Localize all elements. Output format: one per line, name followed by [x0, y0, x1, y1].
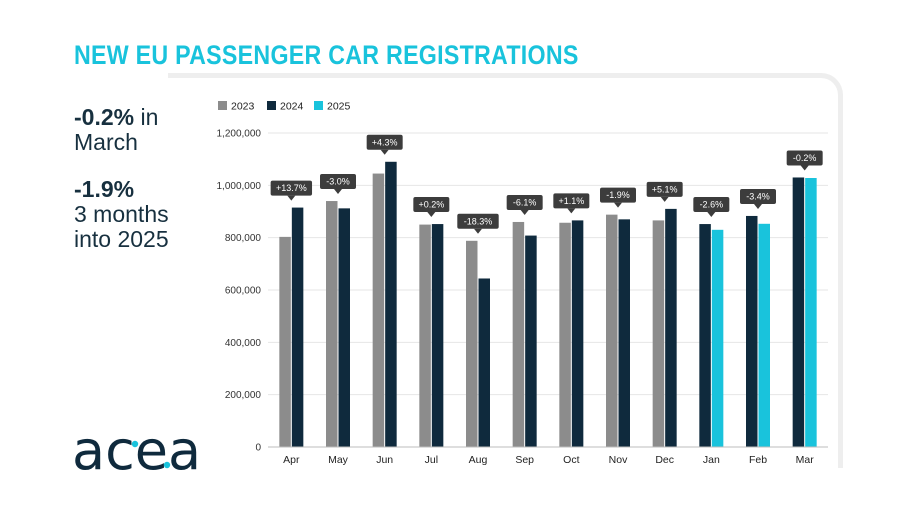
stat-ytd-value: -1.9%: [74, 176, 135, 202]
callout-label: +13.7%: [276, 183, 307, 193]
y-tick-label: 0: [255, 443, 261, 454]
bar-2023-Oct: [559, 222, 571, 447]
stat-march-value: -0.2%: [74, 104, 135, 130]
bar-2024-Aug: [478, 278, 490, 447]
change-callout: -0.2%: [786, 150, 823, 171]
y-tick-label: 800,000: [225, 233, 262, 244]
logo-dot-1: [131, 440, 139, 448]
callout-label: +5.1%: [652, 184, 678, 194]
change-callout: -2.6%: [693, 197, 730, 218]
x-tick-label: Jan: [703, 454, 720, 466]
bar-2024-Oct: [571, 220, 584, 447]
change-callout: -18.3%: [457, 213, 499, 234]
change-callout: +0.2%: [413, 197, 450, 218]
legend-swatch: [314, 101, 323, 110]
x-tick-label: Jun: [376, 454, 393, 466]
x-tick-label: Apr: [283, 454, 300, 466]
callout-label: -3.0%: [326, 177, 350, 187]
legend-label: 2025: [327, 101, 351, 113]
bar-2025-Feb: [758, 223, 770, 447]
change-callout: +1.1%: [553, 193, 590, 214]
change-callout: -1.9%: [600, 187, 636, 208]
bar-2023-Jul: [419, 224, 431, 447]
legend-label: 2023: [231, 101, 255, 113]
callout-label: +1.1%: [558, 196, 584, 206]
bar-2023-Nov: [606, 214, 618, 447]
change-callout: -3.4%: [740, 188, 776, 209]
x-tick-label: Jul: [425, 454, 438, 466]
bar-2024-Nov: [618, 219, 630, 447]
callout-label: -6.1%: [513, 197, 537, 207]
card-border: [168, 73, 843, 468]
legend-label: 2024: [280, 101, 304, 113]
callout-label: -0.2%: [793, 153, 817, 163]
x-tick-label: Feb: [749, 454, 767, 466]
change-callout: +4.3%: [366, 134, 403, 155]
y-tick-label: 200,000: [225, 390, 262, 401]
stat-march-inline: in: [134, 104, 159, 130]
bar-2025-Mar: [805, 178, 817, 448]
stat-ytd: -1.9% 3 months into 2025: [74, 177, 169, 252]
bar-2024-Jan: [699, 224, 711, 447]
bar-2024-Dec: [665, 208, 677, 447]
stat-ytd-label-2: into 2025: [74, 226, 169, 252]
bar-2023-May: [326, 201, 338, 447]
legend-swatch: [267, 101, 276, 110]
logo-text: acea: [72, 424, 201, 474]
callout-label: -18.3%: [464, 216, 493, 226]
x-tick-label: Nov: [609, 454, 628, 466]
x-tick-label: Aug: [469, 454, 488, 466]
callout-label: -2.6%: [700, 200, 724, 210]
bar-2024-May: [338, 208, 350, 447]
acea-logo: acea: [72, 424, 201, 474]
stat-march-label: March: [74, 129, 138, 155]
change-callout: +13.7%: [270, 180, 313, 201]
stat-march: -0.2% in March: [74, 105, 158, 155]
bar-2023-Sep: [512, 221, 525, 447]
callout-label: +0.2%: [418, 200, 444, 210]
y-tick-label: 600,000: [225, 286, 262, 297]
y-tick-label: 1,200,000: [217, 129, 262, 140]
bar-2025-Jan: [711, 229, 724, 447]
bar-2024-Jul: [431, 224, 444, 447]
y-tick-label: 400,000: [225, 338, 262, 349]
bar-2023-Apr: [279, 236, 291, 447]
bar-2024-Mar: [792, 177, 805, 447]
bar-2023-Jun: [372, 173, 385, 447]
x-tick-label: Mar: [796, 454, 815, 466]
legend-swatch: [218, 101, 227, 110]
bar-2024-Apr: [291, 207, 304, 447]
x-tick-label: Dec: [655, 454, 674, 466]
x-tick-label: May: [328, 454, 349, 466]
logo-dot-2: [163, 461, 171, 469]
bar-2023-Aug: [466, 240, 478, 447]
bar-2024-Jun: [385, 161, 397, 448]
bar-2024-Feb: [746, 215, 758, 447]
change-callout: +5.1%: [646, 181, 683, 202]
change-callout: -3.0%: [320, 174, 356, 195]
y-tick-label: 1,000,000: [217, 181, 262, 192]
callout-label: +4.3%: [372, 137, 398, 147]
page-title: NEW EU PASSENGER CAR REGISTRATIONS: [74, 40, 579, 70]
callout-label: -1.9%: [606, 190, 630, 200]
x-tick-label: Sep: [515, 454, 534, 466]
change-callout: -6.1%: [506, 194, 543, 215]
bar-2023-Dec: [652, 220, 665, 447]
callout-label: -3.4%: [746, 191, 770, 201]
x-tick-label: Oct: [563, 454, 579, 466]
bar-2024-Sep: [525, 235, 537, 447]
stat-ytd-label-1: 3 months: [74, 201, 169, 227]
